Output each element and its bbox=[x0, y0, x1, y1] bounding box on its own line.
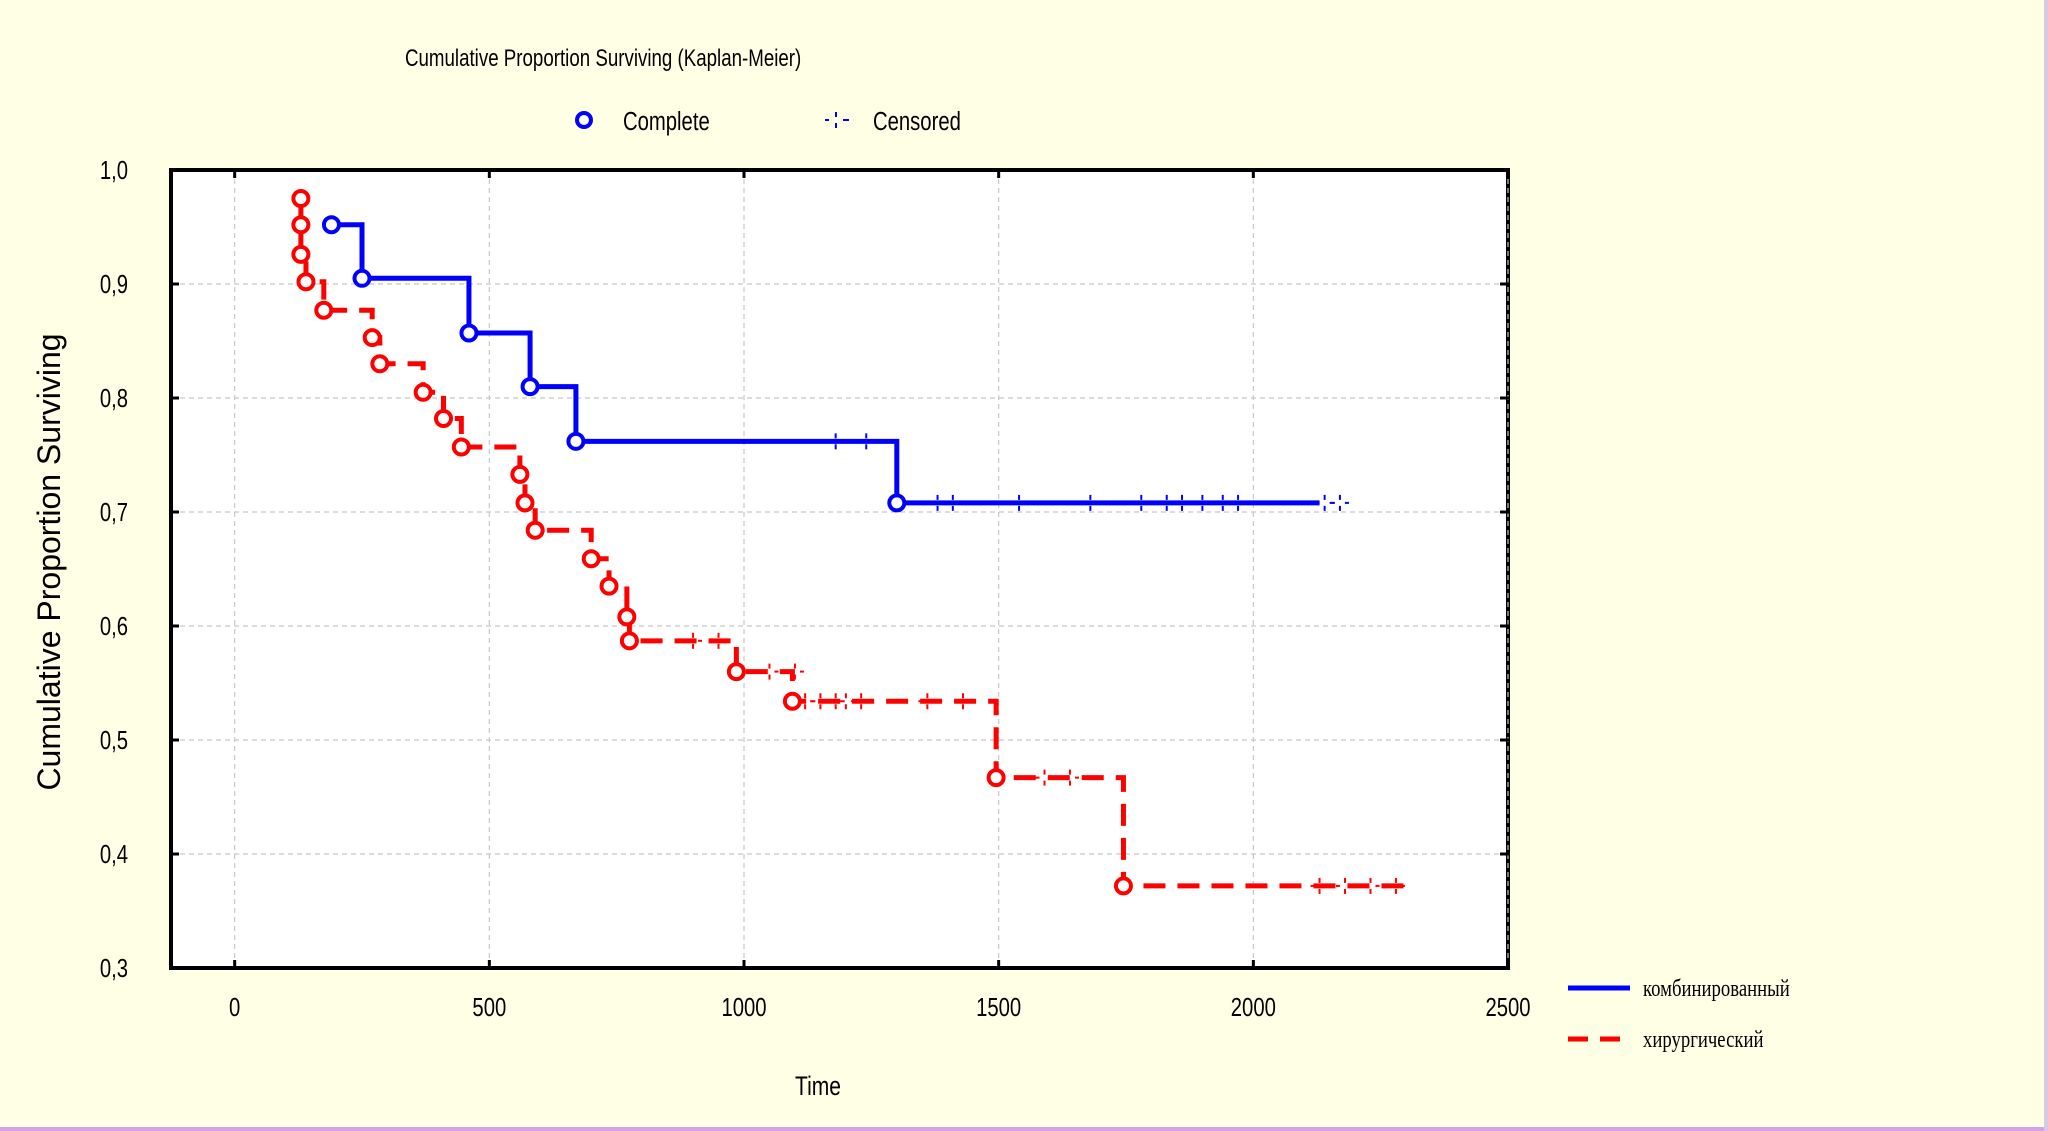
complete-marker bbox=[619, 631, 639, 651]
censored-marker bbox=[709, 632, 728, 649]
y-tick-label: 0,8 bbox=[100, 384, 128, 413]
y-tick-label: 0,5 bbox=[100, 726, 128, 755]
censored-marker bbox=[857, 433, 876, 450]
series-1 bbox=[291, 189, 1407, 896]
complete-marker bbox=[887, 493, 907, 513]
censored-marker bbox=[760, 663, 779, 680]
complete-marker bbox=[362, 328, 382, 348]
complete-marker bbox=[291, 189, 311, 208]
complete-marker bbox=[314, 300, 334, 320]
complete-marker bbox=[599, 576, 619, 596]
legend-censored-marker bbox=[825, 112, 849, 128]
censored-marker bbox=[918, 693, 937, 710]
y-tick-label: 0,7 bbox=[100, 498, 128, 527]
censored-marker bbox=[1173, 494, 1192, 511]
complete-marker bbox=[510, 464, 530, 484]
series-0 bbox=[321, 215, 1349, 513]
censored-marker bbox=[1361, 877, 1380, 894]
censored-marker bbox=[1336, 877, 1355, 894]
chart-title: Cumulative Proportion Surviving (Kaplan-… bbox=[405, 45, 801, 72]
censored-marker bbox=[852, 693, 871, 710]
y-tick-label: 1,0 bbox=[100, 156, 128, 185]
censored-marker bbox=[943, 494, 962, 511]
x-tick-label: 1000 bbox=[721, 993, 766, 1022]
censored-marker bbox=[1193, 494, 1212, 511]
axis-ticks bbox=[169, 168, 1510, 970]
y-axis-label: Cumulative Proportion Surviving bbox=[31, 333, 67, 790]
complete-marker bbox=[726, 662, 746, 682]
y-tick-label: 0,9 bbox=[100, 270, 128, 299]
censored-marker bbox=[785, 663, 804, 680]
plot-frame bbox=[169, 168, 1510, 970]
complete-marker bbox=[986, 768, 1006, 788]
x-tick-label: 500 bbox=[472, 993, 506, 1022]
x-tick-label: 1500 bbox=[976, 993, 1021, 1022]
legend-complete-marker bbox=[575, 111, 593, 129]
complete-marker bbox=[352, 268, 372, 288]
x-axis-label: Time bbox=[795, 1072, 841, 1102]
complete-marker bbox=[515, 493, 535, 513]
complete-marker bbox=[370, 354, 390, 374]
censored-marker bbox=[826, 433, 845, 450]
legend-label-0: комбинированный bbox=[1643, 975, 1790, 1002]
legend-label-1: хирургический bbox=[1643, 1026, 1764, 1053]
complete-marker bbox=[433, 409, 453, 429]
censored-marker bbox=[684, 632, 703, 649]
censored-marker bbox=[1081, 494, 1100, 511]
censored-marker bbox=[826, 693, 845, 710]
marker-legend: Complete Censored bbox=[575, 107, 961, 136]
censored-marker bbox=[1035, 769, 1054, 786]
complete-marker bbox=[1113, 876, 1133, 896]
censored-marker bbox=[1229, 494, 1248, 511]
legend-complete-label: Complete bbox=[623, 107, 710, 136]
grid-lines bbox=[171, 170, 1509, 968]
complete-marker bbox=[566, 431, 586, 451]
complete-marker bbox=[321, 215, 341, 235]
complete-marker bbox=[782, 691, 802, 711]
x-tick-labels: 0 500 1000 1500 2000 2500 bbox=[229, 993, 1531, 1022]
censored-marker bbox=[954, 693, 973, 710]
legend-censored-label: Censored bbox=[873, 107, 961, 136]
window-frame-bottom bbox=[0, 1127, 2048, 1131]
censored-marker bbox=[1386, 877, 1405, 894]
censored-marker bbox=[1060, 769, 1079, 786]
complete-marker bbox=[296, 272, 316, 292]
complete-marker bbox=[459, 323, 479, 343]
x-tick-label: 2000 bbox=[1231, 993, 1276, 1022]
censored-marker bbox=[1132, 494, 1151, 511]
censored-marker bbox=[1010, 494, 1029, 511]
y-tick-label: 0,4 bbox=[100, 840, 128, 869]
complete-marker bbox=[525, 520, 545, 540]
censored-marker bbox=[1310, 877, 1329, 894]
x-tick-label: 0 bbox=[229, 993, 240, 1022]
censored-marker bbox=[1330, 494, 1349, 511]
series-legend: комбинированный хирургический bbox=[1568, 975, 1790, 1053]
complete-marker bbox=[520, 377, 540, 397]
complete-marker bbox=[291, 244, 311, 264]
complete-marker bbox=[291, 215, 311, 235]
complete-marker bbox=[617, 607, 637, 627]
x-tick-label: 2500 bbox=[1485, 993, 1530, 1022]
window-frame-right bbox=[2044, 0, 2048, 1131]
complete-marker bbox=[451, 437, 471, 457]
complete-marker bbox=[413, 382, 433, 402]
y-tick-label: 0,3 bbox=[100, 954, 128, 983]
plot-area bbox=[169, 168, 1510, 970]
series-layer bbox=[291, 189, 1407, 896]
y-tick-labels: 0,3 0,4 0,5 0,6 0,7 0,8 0,9 1,0 bbox=[100, 156, 128, 983]
y-tick-label: 0,6 bbox=[100, 612, 128, 641]
complete-marker bbox=[581, 549, 601, 569]
